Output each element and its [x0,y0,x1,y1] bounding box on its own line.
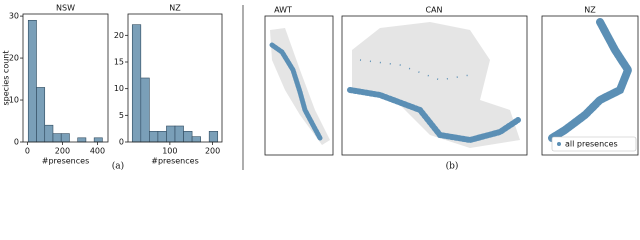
chart-title: NZ [169,4,181,13]
bar [183,131,193,143]
y-tick-label: 30 [9,12,19,21]
legend-label: all presences [565,140,618,149]
y-tick-label: 0 [119,138,124,147]
bar [77,137,87,143]
map-awt [264,15,334,156]
y-tick-label: 20 [9,54,19,63]
x-tick-label: 0 [25,147,30,156]
y-tick-label: 10 [9,96,19,105]
map-can [341,15,528,156]
x-tick-label: 200 [205,147,220,156]
bar [36,87,46,143]
y-tick-label: 15 [114,58,124,67]
figure: AWT CAN NZ all presences (a) (b) 0 10 20 30… [2,4,639,172]
caption: (b) [446,161,459,172]
bar [131,24,142,143]
x-tick-label: 100 [162,147,177,156]
bar [60,133,70,143]
bar [44,124,54,143]
bar [52,133,62,143]
chart-title: NSW [56,4,75,13]
y-tick-label: 5 [119,111,124,120]
x-axis-label: #presences [42,157,89,166]
map-nz [541,15,639,156]
bar [174,125,184,143]
y-tick-label: 20 [114,31,124,40]
x-tick-label: 400 [90,147,105,156]
bar [140,77,150,143]
y-tick-label: 10 [114,84,124,93]
bar [157,131,167,143]
axes-frame [127,13,223,143]
y-axis-label: species count [2,51,11,106]
bar [191,136,201,143]
y-tick-label: 0 [14,138,19,147]
bar [208,131,219,143]
caption: (a) [112,161,124,172]
bar [166,125,176,143]
x-axis-label: #presences [151,157,198,166]
map-title: AWT [274,6,292,15]
bar [27,19,37,143]
map-title: CAN [425,6,442,15]
bar [149,131,159,143]
bar [93,137,103,143]
axes-frame [22,13,109,143]
map-title: NZ [584,6,596,15]
x-tick-label: 200 [55,147,70,156]
